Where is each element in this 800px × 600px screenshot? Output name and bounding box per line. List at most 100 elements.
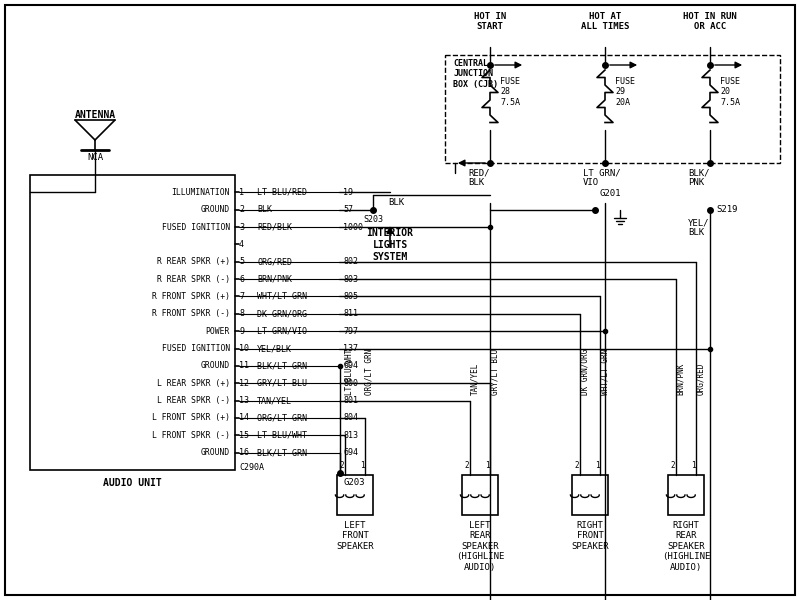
Text: GRY/LT BLU: GRY/LT BLU [257,379,307,388]
Text: 803: 803 [343,275,358,284]
Text: BLK: BLK [257,205,272,214]
Text: FUSE
28
7.5A: FUSE 28 7.5A [500,77,520,107]
Text: LEFT
FRONT
SPEAKER: LEFT FRONT SPEAKER [336,521,374,551]
Text: 13: 13 [239,396,249,405]
Text: ORG/LT GRN: ORG/LT GRN [365,349,374,395]
Text: FUSE
20
7.5A: FUSE 20 7.5A [720,77,740,107]
Text: R REAR SPKR (-): R REAR SPKR (-) [157,275,230,284]
Text: 5: 5 [239,257,244,266]
Text: BRN/PNK: BRN/PNK [257,275,292,284]
Text: 801: 801 [343,396,358,405]
Text: L REAR SPKR (+): L REAR SPKR (+) [157,379,230,388]
Text: 813: 813 [343,431,358,440]
Text: 797: 797 [343,326,358,335]
Text: AUDIO UNIT: AUDIO UNIT [103,478,162,488]
Text: L REAR SPKR (-): L REAR SPKR (-) [157,396,230,405]
Text: G203: G203 [344,478,366,487]
Text: S219: S219 [716,205,738,214]
Text: LT BLU/RED: LT BLU/RED [257,188,307,197]
Text: GRY/LT BLU: GRY/LT BLU [490,349,499,395]
Text: 7: 7 [239,292,244,301]
Text: 1: 1 [690,461,695,470]
Text: WHT/LT GRN: WHT/LT GRN [257,292,307,301]
Text: 2: 2 [670,461,675,470]
Bar [572,475,608,515]
Text: 2: 2 [465,461,470,470]
Text: L FRONT SPKR (-): L FRONT SPKR (-) [152,431,230,440]
Text: 802: 802 [343,257,358,266]
Text: 805: 805 [343,292,358,301]
Text: 3: 3 [239,223,244,232]
Bar [337,475,373,515]
Text: BLK/
PNK: BLK/ PNK [688,168,710,187]
Text: 12: 12 [239,379,249,388]
Text: C290A: C290A [239,463,264,472]
Text: POWER: POWER [206,326,230,335]
Text: 4: 4 [239,240,244,249]
Text: TAN/YEL: TAN/YEL [470,362,479,395]
Text: FUSED IGNITION: FUSED IGNITION [162,344,230,353]
Text: 804: 804 [343,413,358,422]
Text: 11: 11 [239,361,249,370]
Text: WHT/LT GRN: WHT/LT GRN [600,349,609,395]
Text: YEL/BLK: YEL/BLK [257,344,292,353]
Text: 2: 2 [574,461,579,470]
Text: FUSED IGNITION: FUSED IGNITION [162,223,230,232]
Text: 14: 14 [239,413,249,422]
Text: 800: 800 [343,379,358,388]
Text: DK GRN/ORG: DK GRN/ORG [580,349,589,395]
Bar [462,475,498,515]
Text: ILLUMINATION: ILLUMINATION [171,188,230,197]
Text: R REAR SPKR (+): R REAR SPKR (+) [157,257,230,266]
Text: HOT AT
ALL TIMES: HOT AT ALL TIMES [581,12,629,31]
Bar [668,475,704,515]
Text: 9: 9 [239,326,244,335]
Text: R FRONT SPKR (-): R FRONT SPKR (-) [152,310,230,319]
Text: LT GRN/
VIO: LT GRN/ VIO [583,168,621,187]
Text: HOT IN RUN
OR ACC: HOT IN RUN OR ACC [683,12,737,31]
Bar [445,55,780,163]
Text: RIGHT
FRONT
SPEAKER: RIGHT FRONT SPEAKER [571,521,609,551]
Text: INTERIOR
LIGHTS
SYSTEM: INTERIOR LIGHTS SYSTEM [366,229,414,262]
Text: 811: 811 [343,310,358,319]
Text: 6: 6 [239,275,244,284]
Text: BLK/LT GRN: BLK/LT GRN [257,361,307,370]
Text: 8: 8 [239,310,244,319]
Text: 19: 19 [343,188,353,197]
Text: 1: 1 [360,461,364,470]
Text: 694: 694 [343,361,358,370]
Text: BRN/PNK: BRN/PNK [676,362,685,395]
Text: 2: 2 [340,461,344,470]
Text: RED/BLK: RED/BLK [257,223,292,232]
Text: S203: S203 [363,215,383,224]
Text: 137: 137 [343,344,358,353]
Text: GROUND: GROUND [201,361,230,370]
Text: LT BLU/WHT: LT BLU/WHT [257,431,307,440]
Text: 1000: 1000 [343,223,363,232]
Text: ORG/LT GRN: ORG/LT GRN [257,413,307,422]
Text: GROUND: GROUND [201,205,230,214]
Text: BLK/LT GRN: BLK/LT GRN [257,448,307,457]
Text: 15: 15 [239,431,249,440]
Text: ORG/RED: ORG/RED [257,257,292,266]
Text: HOT IN
START: HOT IN START [474,12,506,31]
Text: G201: G201 [600,189,622,198]
Text: 1: 1 [239,188,244,197]
Text: RIGHT
REAR
SPEAKER
(HIGHLINE
AUDIO): RIGHT REAR SPEAKER (HIGHLINE AUDIO) [662,521,710,572]
Text: ORG/RED: ORG/RED [696,362,705,395]
Text: R FRONT SPKR (+): R FRONT SPKR (+) [152,292,230,301]
Text: RED/
BLK: RED/ BLK [468,168,490,187]
Text: LT GRN/VIO: LT GRN/VIO [257,326,307,335]
Text: 16: 16 [239,448,249,457]
Text: 1: 1 [594,461,599,470]
Text: YEL/
BLK: YEL/ BLK [688,218,710,238]
Text: LEFT
REAR
SPEAKER
(HIGHLINE
AUDIO): LEFT REAR SPEAKER (HIGHLINE AUDIO) [456,521,504,572]
Text: NCA: NCA [87,153,103,162]
Text: L FRONT SPKR (+): L FRONT SPKR (+) [152,413,230,422]
Text: 57: 57 [343,205,353,214]
Text: 2: 2 [239,205,244,214]
Text: GROUND: GROUND [201,448,230,457]
Text: BLK: BLK [388,198,404,207]
Text: 694: 694 [343,448,358,457]
Text: LT BLU/WHT: LT BLU/WHT [345,349,354,395]
